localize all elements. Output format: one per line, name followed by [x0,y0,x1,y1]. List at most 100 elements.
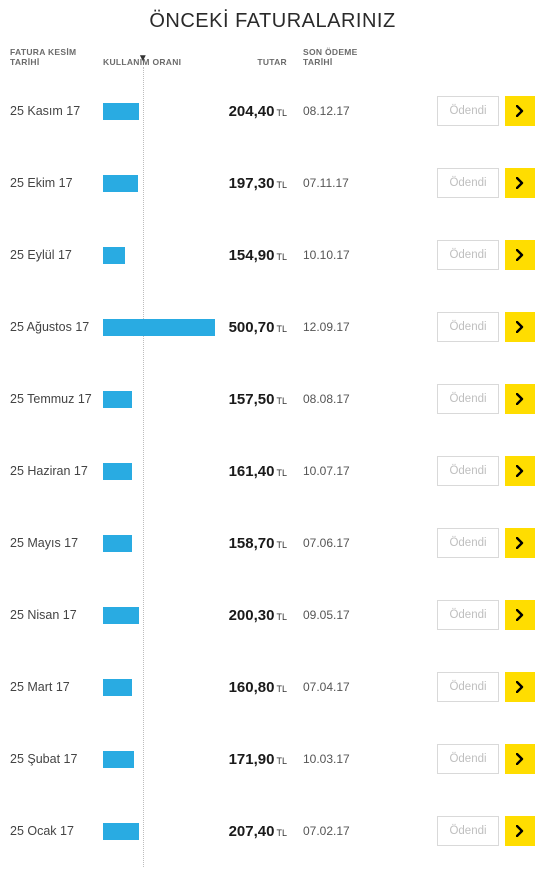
chevron-right-icon [516,249,524,261]
chevron-right-icon [516,609,524,621]
amount-currency: TL [276,756,287,766]
paid-status-button: Ödendi [437,672,499,702]
detail-arrow-button[interactable] [505,672,535,702]
usage-cell [103,391,218,408]
due-date: 10.10.17 [293,248,368,262]
usage-bar [103,175,138,192]
amount-currency: TL [276,468,287,478]
detail-arrow-button[interactable] [505,96,535,126]
usage-cell [103,175,218,192]
invoice-amount: 197,30TL [218,175,293,192]
invoice-amount: 158,70TL [218,535,293,552]
usage-marker-icon: ▼ [138,53,148,64]
invoice-date: 25 Mayıs 17 [8,536,103,550]
header-amount: TUTAR [218,57,293,67]
usage-cell [103,463,218,480]
invoice-date: 25 Eylül 17 [8,248,103,262]
chevron-right-icon [516,393,524,405]
due-date: 07.11.17 [293,176,368,190]
amount-value: 154,90 [229,247,275,264]
header-usage: ▼ KULLANIM ORANI [103,57,218,67]
detail-arrow-button[interactable] [505,816,535,846]
invoice-table: FATURA KESİM TARİHİ ▼ KULLANIM ORANI TUT… [8,43,537,867]
table-row: 25 Eylül 17154,90TL10.10.17Ödendi [8,219,537,291]
row-actions: Ödendi [368,312,537,342]
usage-bar [103,463,132,480]
amount-currency: TL [276,684,287,694]
paid-status-button: Ödendi [437,312,499,342]
invoice-amount: 200,30TL [218,607,293,624]
invoice-amount: 160,80TL [218,679,293,696]
detail-arrow-button[interactable] [505,528,535,558]
due-date: 07.04.17 [293,680,368,694]
chevron-right-icon [516,537,524,549]
table-row: 25 Nisan 17200,30TL09.05.17Ödendi [8,579,537,651]
detail-arrow-button[interactable] [505,312,535,342]
paid-status-button: Ödendi [437,456,499,486]
detail-arrow-button[interactable] [505,600,535,630]
due-date: 07.06.17 [293,536,368,550]
table-row: 25 Ağustos 17500,70TL12.09.17Ödendi [8,291,537,363]
usage-bar [103,679,132,696]
usage-bar [103,823,139,840]
detail-arrow-button[interactable] [505,744,535,774]
amount-currency: TL [276,108,287,118]
paid-status-button: Ödendi [437,240,499,270]
table-row: 25 Haziran 17 161,40TL 10.07.17 Ödendi [8,435,537,507]
detail-arrow-button[interactable] [505,168,535,198]
row-actions: Ödendi [368,384,537,414]
amount-currency: TL [276,540,287,550]
row-actions: Ödendi [368,744,537,774]
table-row: 25 Şubat 17171,90TL10.03.17Ödendi [8,723,537,795]
chevron-right-icon [516,681,524,693]
table-row: 25 Ekim 17197,30TL07.11.17Ödendi [8,147,537,219]
due-date: 10.07.17 [293,464,368,478]
table-row: 25 Kasım 17 204,40TL 08.12.17 Ödendi [8,75,537,147]
invoice-date: 25 Haziran 17 [8,464,103,478]
usage-bar [103,391,132,408]
row-actions: Ödendi [368,816,537,846]
invoice-date: 25 Temmuz 17 [8,392,103,406]
amount-value: 171,90 [229,751,275,768]
invoice-date: 25 Ekim 17 [8,176,103,190]
chevron-right-icon [516,321,524,333]
amount-value: 161,40 [229,463,275,480]
amount-value: 204,40 [229,103,275,120]
due-date: 08.08.17 [293,392,368,406]
detail-arrow-button[interactable] [505,456,535,486]
paid-status-button: Ödendi [437,384,499,414]
paid-status-button: Ödendi [437,528,499,558]
invoice-date: 25 Kasım 17 [8,104,103,118]
table-row: 25 Temmuz 17 157,50TL08.08.17 Ödendi [8,363,537,435]
usage-bar [103,607,139,624]
amount-value: 197,30 [229,175,275,192]
usage-bar [103,319,215,336]
amount-currency: TL [276,612,287,622]
row-actions: Ödendi [368,240,537,270]
due-date: 09.05.17 [293,608,368,622]
invoice-date: 25 Ocak 17 [8,824,103,838]
usage-cell [103,607,218,624]
invoice-date: 25 Nisan 17 [8,608,103,622]
chevron-right-icon [516,177,524,189]
usage-cell [103,751,218,768]
chevron-right-icon [516,753,524,765]
due-date: 08.12.17 [293,104,368,118]
invoice-amount: 157,50TL [218,391,293,408]
amount-value: 200,30 [229,607,275,624]
table-header: FATURA KESİM TARİHİ ▼ KULLANIM ORANI TUT… [8,43,537,75]
invoice-date: 25 Mart 17 [8,680,103,694]
chevron-right-icon [516,105,524,117]
row-actions: Ödendi [368,168,537,198]
amount-value: 157,50 [229,391,275,408]
detail-arrow-button[interactable] [505,384,535,414]
row-actions: Ödendi [368,456,537,486]
detail-arrow-button[interactable] [505,240,535,270]
paid-status-button: Ödendi [437,96,499,126]
paid-status-button: Ödendi [437,168,499,198]
table-row: 25 Mayıs 17158,70TL07.06.17Ödendi [8,507,537,579]
usage-cell [103,247,218,264]
amount-currency: TL [276,180,287,190]
amount-value: 207,40 [229,823,275,840]
amount-value: 158,70 [229,535,275,552]
